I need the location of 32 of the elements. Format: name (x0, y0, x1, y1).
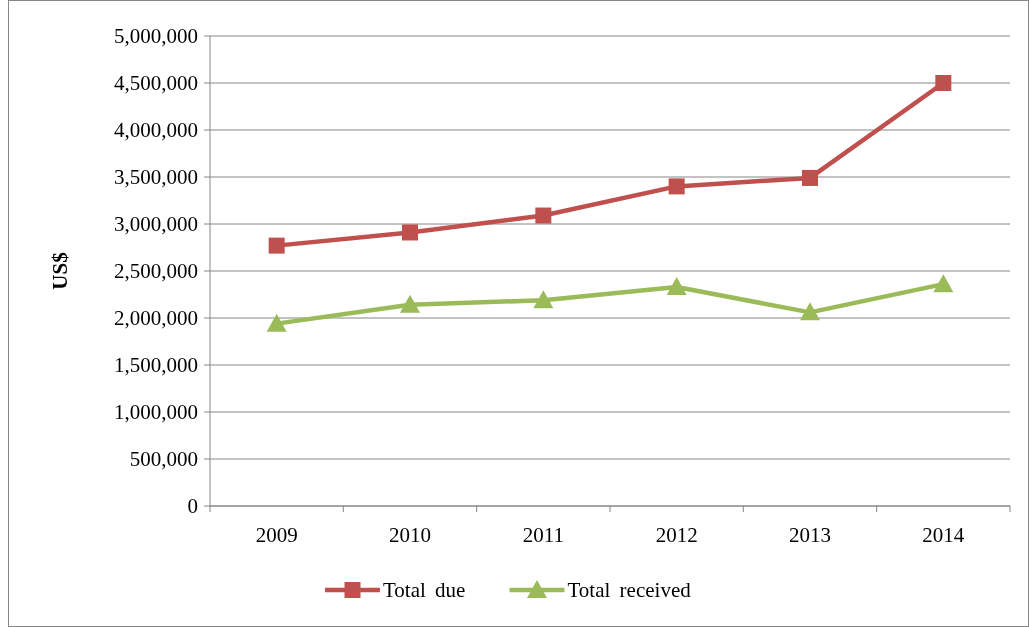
point (400, 294, 420, 313)
legend-label: Total received (567, 578, 692, 603)
y-tick-label: 2,000,000 (114, 306, 198, 331)
y-tick-label: 4,500,000 (114, 71, 198, 96)
y-tick-label: 0 (187, 494, 198, 519)
legend-label: Total due (383, 578, 466, 603)
y-tick-label: 1,500,000 (114, 353, 198, 378)
point (266, 313, 287, 332)
y-tick-label: 4,000,000 (114, 118, 198, 143)
point (535, 207, 552, 224)
y-tick-label: 3,500,000 (114, 165, 198, 190)
x-tick-label: 2012 (655, 523, 698, 547)
x-tick-label: 2011 (522, 523, 564, 547)
y-tick-label: 5,000,000 (114, 24, 198, 49)
point (935, 75, 952, 91)
point (666, 276, 687, 295)
x-tick-label: 2014 (922, 523, 965, 547)
y-tick-label: 2,500,000 (114, 259, 198, 284)
point (802, 169, 818, 186)
x-tick-label: 2009 (255, 523, 298, 547)
point (533, 290, 554, 309)
x-tick-label: 2010 (389, 523, 431, 547)
point (268, 237, 285, 254)
point (402, 224, 418, 241)
y-tick-label: 3,000,000 (114, 212, 198, 237)
point (933, 274, 954, 293)
point (668, 178, 685, 195)
x-tick-label: 2013 (789, 523, 831, 547)
y-axis-title: US$ (48, 252, 72, 290)
y-tick-label: 1,000,000 (114, 400, 198, 425)
y-tick-label: 500,000 (129, 447, 198, 472)
point (800, 302, 820, 321)
